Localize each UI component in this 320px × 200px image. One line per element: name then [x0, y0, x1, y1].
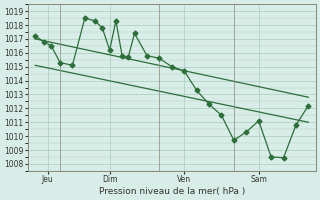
X-axis label: Pression niveau de la mer( hPa ): Pression niveau de la mer( hPa ) — [99, 187, 245, 196]
